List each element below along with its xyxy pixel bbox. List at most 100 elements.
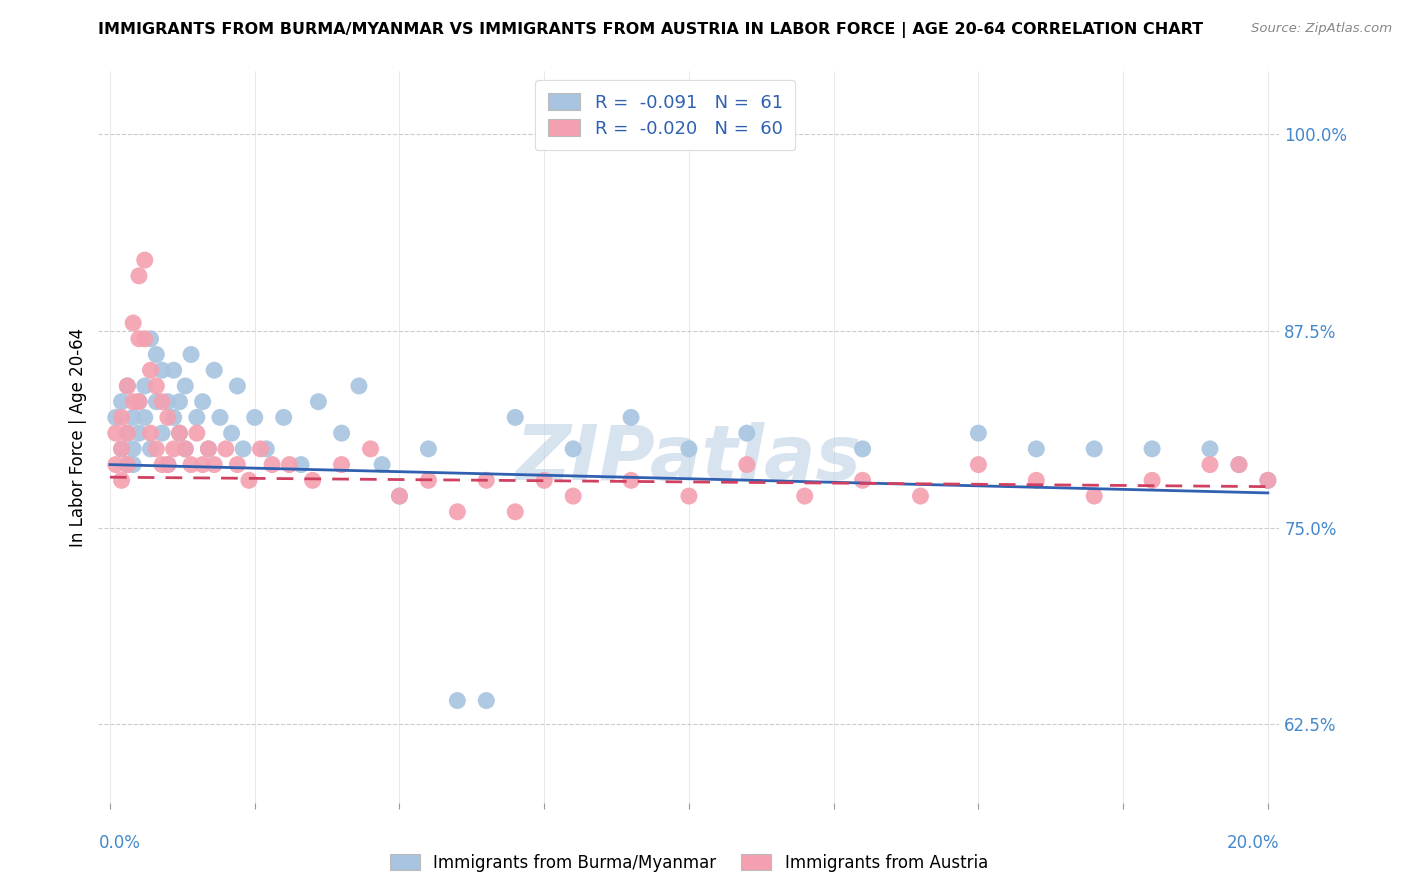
Point: [852, 442, 875, 456]
Point: [174, 442, 197, 456]
Point: [150, 363, 173, 377]
Point: [503, 505, 526, 519]
Point: [163, 442, 186, 456]
Point: [110, 442, 132, 456]
Point: [117, 458, 139, 472]
Point: [150, 426, 173, 441]
Point: [330, 458, 353, 472]
Point: [232, 442, 254, 456]
Point: [533, 473, 555, 487]
Point: [122, 410, 145, 425]
Point: [191, 394, 214, 409]
Point: [117, 426, 139, 441]
Point: [678, 442, 700, 456]
Point: [134, 253, 156, 268]
Point: [347, 379, 370, 393]
Point: [128, 332, 150, 346]
Point: [1140, 442, 1163, 456]
Point: [145, 442, 167, 456]
Point: [418, 442, 440, 456]
Point: [169, 426, 191, 441]
Point: [139, 332, 162, 346]
Point: [215, 442, 238, 456]
Point: [735, 458, 758, 472]
Point: [134, 332, 156, 346]
Point: [174, 442, 197, 456]
Point: [793, 489, 815, 503]
Point: [1257, 473, 1279, 487]
Point: [475, 473, 498, 487]
Point: [1140, 473, 1163, 487]
Point: [1199, 442, 1222, 456]
Point: [208, 410, 231, 425]
Point: [156, 458, 179, 472]
Text: 0.0%: 0.0%: [98, 834, 141, 852]
Point: [307, 394, 329, 409]
Point: [678, 489, 700, 503]
Point: [139, 363, 162, 377]
Point: [122, 458, 145, 472]
Point: [156, 458, 179, 472]
Point: [388, 489, 411, 503]
Point: [1025, 442, 1047, 456]
Point: [243, 410, 266, 425]
Point: [128, 394, 150, 409]
Point: [475, 693, 498, 707]
Point: [562, 489, 585, 503]
Point: [122, 316, 145, 330]
Point: [186, 426, 208, 441]
Point: [910, 489, 932, 503]
Point: [117, 379, 139, 393]
Point: [104, 426, 127, 441]
Point: [150, 394, 173, 409]
Y-axis label: In Labor Force | Age 20-64: In Labor Force | Age 20-64: [69, 327, 87, 547]
Point: [180, 347, 202, 361]
Point: [180, 458, 202, 472]
Point: [191, 458, 214, 472]
Point: [169, 394, 191, 409]
Point: [562, 442, 585, 456]
Point: [1227, 458, 1250, 472]
Point: [273, 410, 295, 425]
Point: [128, 394, 150, 409]
Point: [117, 458, 139, 472]
Point: [122, 394, 145, 409]
Point: [1083, 489, 1105, 503]
Point: [110, 410, 132, 425]
Point: [156, 410, 179, 425]
Point: [503, 410, 526, 425]
Point: [262, 458, 284, 472]
Point: [852, 473, 875, 487]
Point: [117, 379, 139, 393]
Point: [967, 426, 990, 441]
Point: [226, 458, 249, 472]
Point: [122, 442, 145, 456]
Point: [446, 505, 468, 519]
Point: [110, 394, 132, 409]
Point: [134, 410, 156, 425]
Point: [139, 426, 162, 441]
Point: [128, 426, 150, 441]
Point: [1257, 473, 1279, 487]
Point: [290, 458, 312, 472]
Point: [197, 442, 219, 456]
Point: [371, 458, 394, 472]
Point: [967, 458, 990, 472]
Point: [1199, 458, 1222, 472]
Point: [1227, 458, 1250, 472]
Point: [388, 489, 411, 503]
Point: [202, 363, 225, 377]
Point: [169, 426, 191, 441]
Point: [163, 410, 186, 425]
Point: [145, 379, 167, 393]
Point: [1025, 473, 1047, 487]
Point: [301, 473, 323, 487]
Text: 20.0%: 20.0%: [1227, 834, 1279, 852]
Point: [330, 426, 353, 441]
Point: [418, 473, 440, 487]
Point: [104, 410, 127, 425]
Point: [134, 379, 156, 393]
Point: [174, 379, 197, 393]
Point: [620, 473, 643, 487]
Point: [110, 473, 132, 487]
